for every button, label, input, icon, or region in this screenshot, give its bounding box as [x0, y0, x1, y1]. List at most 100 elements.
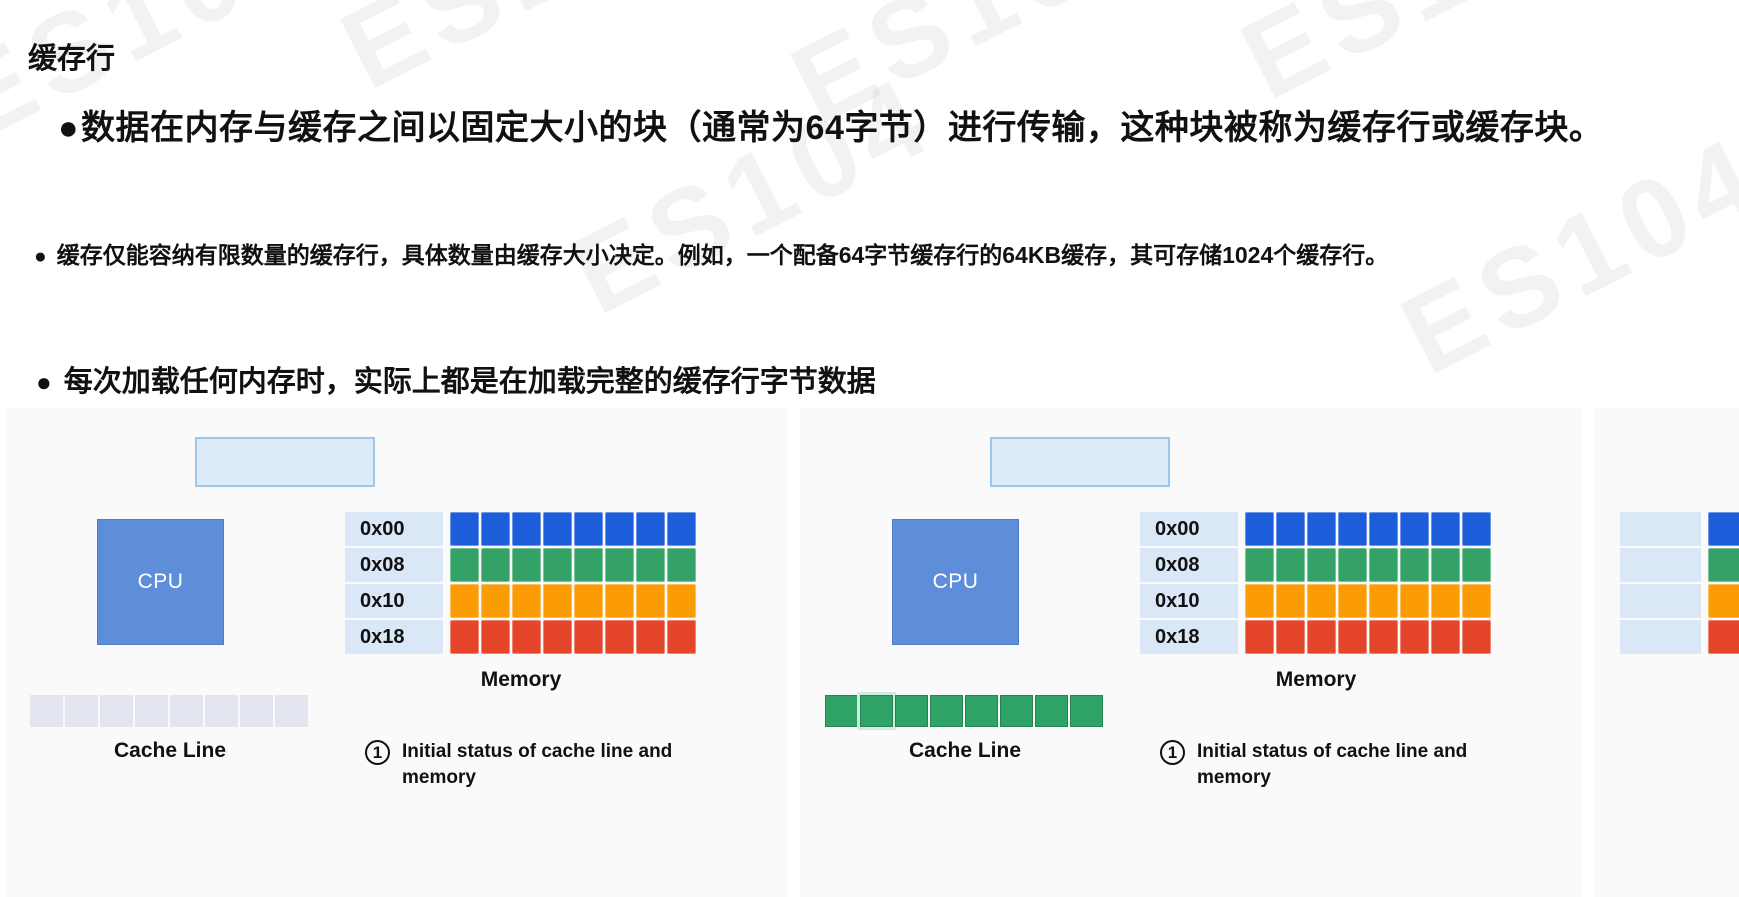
memory-cell	[636, 512, 665, 546]
cache-line-row	[825, 695, 1103, 727]
memory-cell	[1431, 512, 1460, 546]
memory-cell	[1338, 512, 1367, 546]
cache-line-label: Cache Line	[908, 739, 1022, 762]
memory-cell	[481, 584, 510, 618]
bullet-marker: ●	[34, 245, 47, 268]
memory-cell	[667, 548, 696, 582]
memory-cell	[1400, 548, 1429, 582]
memory-cell	[1245, 548, 1274, 582]
memory-cell	[1400, 584, 1429, 618]
bullet-text: 缓存仅能容纳有限数量的缓存行，具体数量由缓存大小决定。例如，一个配备64字节缓存…	[56, 242, 1389, 268]
step-caption-text: Initial status of cache line and memory	[1197, 741, 1468, 788]
memory-cell	[1400, 620, 1429, 654]
memory-cell	[1462, 548, 1491, 582]
memory-address-label	[1620, 620, 1701, 654]
cache-line-cell	[1000, 695, 1033, 727]
memory-cell	[636, 548, 665, 582]
memory-row: 0x18	[345, 620, 696, 654]
memory-row	[1620, 584, 1739, 618]
watermark-text: ES104	[322, 0, 725, 115]
memory-cell	[543, 584, 572, 618]
memory-cell	[543, 548, 572, 582]
memory-label: Memory	[1275, 668, 1357, 691]
memory-cell	[1708, 584, 1739, 618]
memory-grid: 0x00 0x08 0x10 0x18	[1140, 512, 1491, 654]
memory-cell	[450, 584, 479, 618]
memory-cell	[543, 512, 572, 546]
bullet-text: 每次加载任何内存时，实际上都是在加载完整的缓存行字节数据	[63, 366, 876, 398]
cache-line-cell	[860, 695, 893, 727]
memory-row	[1620, 548, 1739, 582]
memory-cell	[1307, 548, 1336, 582]
memory-cell	[1276, 548, 1305, 582]
step-caption-text: Initial status of cache line and memory	[402, 741, 673, 788]
memory-address-label: 0x10	[1140, 584, 1238, 618]
cache-line-row	[30, 695, 308, 727]
memory-cell	[1307, 584, 1336, 618]
memory-cell	[1369, 620, 1398, 654]
memory-cell	[450, 548, 479, 582]
memory-row: 0x10	[1140, 584, 1491, 618]
memory-cell	[512, 620, 541, 654]
memory-cell	[574, 584, 603, 618]
memory-cell	[512, 512, 541, 546]
memory-row: 0x18	[1140, 620, 1491, 654]
cache-line-cell	[895, 695, 928, 727]
memory-cell	[1708, 620, 1739, 654]
memory-address-label: 0x10	[345, 584, 443, 618]
memory-address-label	[1620, 512, 1701, 546]
step-number-circle: 1	[1160, 740, 1185, 765]
memory-row: 0x08	[345, 548, 696, 582]
memory-cell	[1708, 512, 1739, 546]
memory-cell	[543, 620, 572, 654]
bullet-marker: ●	[36, 367, 52, 397]
bullet-marker: ●	[58, 109, 80, 147]
cache-line-label: Cache Line	[113, 739, 227, 762]
memory-cell	[636, 584, 665, 618]
cache-line-cell	[825, 695, 858, 727]
memory-cell	[1369, 584, 1398, 618]
memory-row	[1620, 512, 1739, 546]
cache-line-cell	[965, 695, 998, 727]
memory-cell	[1338, 620, 1367, 654]
memory-address-label: 0x08	[1140, 548, 1238, 582]
memory-address-label: 0x00	[345, 512, 443, 546]
cache-line-cell	[275, 695, 308, 727]
cpu-label: CPU	[137, 570, 184, 593]
watermark-text: ES104	[552, 51, 954, 338]
diagram-panel-cropped	[1593, 408, 1739, 897]
memory-label: Memory	[480, 668, 562, 691]
step-caption: 1 Initial status of cache line and memor…	[1160, 739, 1540, 791]
memory-row: 0x10	[345, 584, 696, 618]
memory-cell	[1245, 620, 1274, 654]
cache-line-cell	[30, 695, 63, 727]
memory-cell	[1338, 548, 1367, 582]
cache-line-cell	[135, 695, 168, 727]
memory-cell	[1462, 620, 1491, 654]
memory-address-label: 0x18	[345, 620, 443, 654]
memory-cell	[481, 548, 510, 582]
memory-cell	[574, 548, 603, 582]
memory-cell	[450, 620, 479, 654]
cpu-box: CPU	[97, 519, 224, 645]
memory-cell	[1338, 584, 1367, 618]
bullet-item: ● 每次加载任何内存时，实际上都是在加载完整的缓存行字节数据	[36, 358, 876, 400]
memory-cell	[574, 512, 603, 546]
memory-row: 0x08	[1140, 548, 1491, 582]
memory-cell	[1369, 548, 1398, 582]
memory-address-label	[1620, 548, 1701, 582]
memory-cell	[667, 512, 696, 546]
memory-cell	[1245, 512, 1274, 546]
diagram-panel-left: CPU 0x00 0x08 0x10 0x18 Memory Cache Line 1…	[5, 408, 788, 897]
memory-address-label	[1620, 584, 1701, 618]
cpu-box: CPU	[892, 519, 1019, 645]
memory-cell	[605, 584, 634, 618]
cpu-label: CPU	[932, 570, 979, 593]
cache-line-cell	[1035, 695, 1068, 727]
memory-cell	[512, 548, 541, 582]
memory-cell	[1708, 548, 1739, 582]
memory-address-label: 0x18	[1140, 620, 1238, 654]
step-number: 1	[1167, 742, 1178, 762]
step-number-circle: 1	[365, 740, 390, 765]
memory-address-label: 0x00	[1140, 512, 1238, 546]
